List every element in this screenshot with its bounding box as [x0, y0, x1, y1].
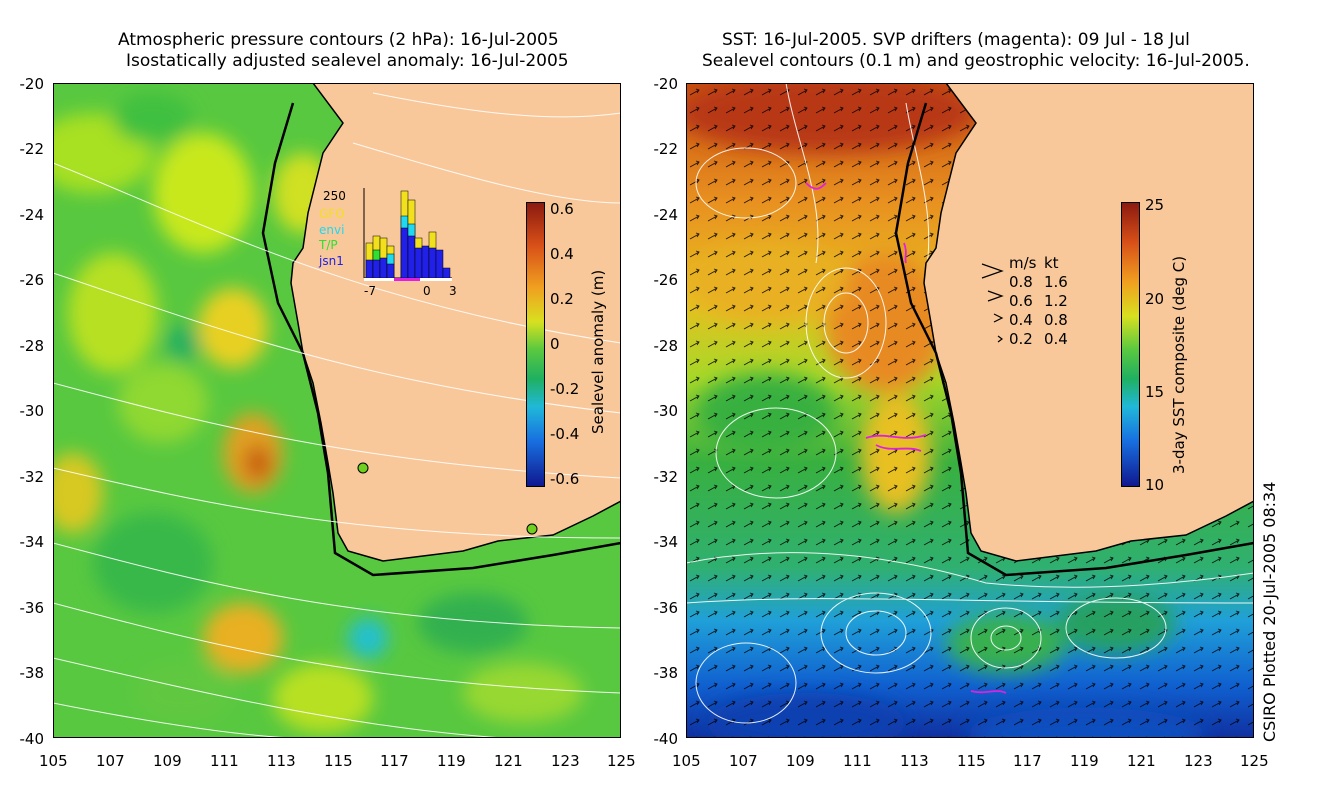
lat-tick-left: -38 [19, 664, 45, 682]
lat-tick-right: -26 [653, 271, 679, 289]
velocity-key-kt: 0.8 [1044, 311, 1068, 329]
lon-tick-right: 125 [1240, 752, 1269, 770]
lat-tick-left: -30 [19, 402, 45, 420]
lat-tick-right: -32 [653, 468, 679, 486]
lat-tick-right: -24 [653, 206, 679, 224]
left-colorbar [526, 202, 545, 487]
inset-xtick: 0 [423, 284, 431, 298]
lon-tick-left: 105 [39, 752, 68, 770]
lat-tick-left: -26 [19, 271, 45, 289]
right-colorbar-tick: 10 [1145, 476, 1165, 494]
right-title-line1: SST: 16-Jul-2005. SVP drifters (magenta)… [722, 30, 1190, 50]
left-colorbar-label: Sealevel anomaly (m) [589, 269, 607, 434]
lon-tick-right: 109 [786, 752, 815, 770]
inset-legend-envi: envi [319, 223, 345, 237]
lon-tick-right: 121 [1127, 752, 1156, 770]
inset-legend-tp: T/P [319, 238, 338, 252]
inset-legend-gfo: GFO [319, 207, 345, 221]
right-colorbar [1121, 202, 1140, 487]
lat-tick-right: -30 [653, 402, 679, 420]
right-colorbar-tick: 25 [1145, 196, 1165, 214]
right-colorbar-tick: 20 [1145, 290, 1165, 308]
left-colorbar-tick: -0.4 [550, 425, 580, 443]
plot-footer: CSIRO Plotted 20-Jul-2005 08:34 [1260, 481, 1279, 742]
drifter-track [970, 690, 1007, 694]
right-map-panel [686, 83, 1254, 738]
right-colorbar-tick: 15 [1145, 383, 1165, 401]
left-australia-land [290, 83, 621, 562]
lat-tick-right: -20 [653, 75, 679, 93]
lat-tick-left: -36 [19, 599, 45, 617]
lon-tick-left: 125 [607, 752, 636, 770]
inset-histogram [363, 188, 452, 281]
left-colorbar-tick: -0.6 [550, 470, 580, 488]
velocity-key-ms: 0.2 [1009, 330, 1033, 348]
lon-tick-right: 115 [957, 752, 986, 770]
lat-tick-right: -36 [653, 599, 679, 617]
lon-tick-right: 113 [900, 752, 929, 770]
inset-legend-jsn1: jsn1 [319, 254, 344, 268]
lon-tick-left: 111 [210, 752, 239, 770]
velocity-key-kt: 1.2 [1044, 292, 1068, 310]
lat-tick-left: -28 [19, 337, 45, 355]
lat-tick-left: -20 [19, 75, 45, 93]
lon-tick-left: 115 [324, 752, 353, 770]
velocity-key-ms: 0.8 [1009, 273, 1033, 291]
inset-xtick: -7 [364, 284, 376, 298]
drifter-track [805, 182, 827, 190]
velocity-key-header-kt: kt [1044, 254, 1059, 272]
lat-tick-left: -22 [19, 140, 45, 158]
lon-tick-left: 109 [153, 752, 182, 770]
lon-tick-left: 121 [494, 752, 523, 770]
lat-tick-left: -34 [19, 533, 45, 551]
lon-tick-left: 113 [267, 752, 296, 770]
lat-tick-right: -38 [653, 664, 679, 682]
left-title-line1: Atmospheric pressure contours (2 hPa): 1… [118, 30, 559, 50]
lat-tick-right: -22 [653, 140, 679, 158]
lon-tick-right: 111 [843, 752, 872, 770]
lat-tick-right: -40 [653, 730, 679, 748]
inset-ymax-label: 250 [323, 189, 346, 203]
lat-tick-left: -24 [19, 206, 45, 224]
lon-tick-right: 117 [1013, 752, 1042, 770]
drifter-track [903, 242, 907, 264]
left-title-line2: Isostatically adjusted sealevel anomaly:… [126, 51, 569, 71]
right-australia-land [923, 83, 1254, 562]
site-marker [357, 462, 369, 474]
lon-tick-left: 107 [96, 752, 125, 770]
lon-tick-right: 107 [729, 752, 758, 770]
site-marker [526, 523, 538, 535]
velocity-key-ms: 0.4 [1009, 311, 1033, 329]
left-colorbar-tick: 0.6 [550, 200, 574, 218]
lon-tick-right: 105 [672, 752, 701, 770]
left-colorbar-tick: 0.2 [550, 290, 574, 308]
left-colorbar-tick: 0 [550, 335, 560, 353]
lon-tick-left: 117 [380, 752, 409, 770]
right-colorbar-label: 3-day SST composite (deg C) [1170, 255, 1188, 474]
lat-tick-right: -28 [653, 337, 679, 355]
lat-tick-left: -32 [19, 468, 45, 486]
velocity-key-kt: 1.6 [1044, 273, 1068, 291]
drifter-track [865, 434, 927, 452]
lon-tick-left: 119 [437, 752, 466, 770]
inset-xtick: 3 [449, 284, 457, 298]
lat-tick-right: -34 [653, 533, 679, 551]
velocity-key-kt: 0.4 [1044, 330, 1068, 348]
velocity-key-header-ms: m/s [1009, 254, 1037, 272]
lon-tick-right: 119 [1070, 752, 1099, 770]
right-title-line2: Sealevel contours (0.1 m) and geostrophi… [702, 51, 1250, 71]
lat-tick-left: -40 [19, 730, 45, 748]
lon-tick-left: 123 [551, 752, 580, 770]
left-colorbar-tick: -0.2 [550, 380, 580, 398]
velocity-key-arrows [981, 263, 1004, 343]
lon-tick-right: 123 [1184, 752, 1213, 770]
velocity-key-ms: 0.6 [1009, 292, 1033, 310]
left-colorbar-tick: 0.4 [550, 245, 574, 263]
